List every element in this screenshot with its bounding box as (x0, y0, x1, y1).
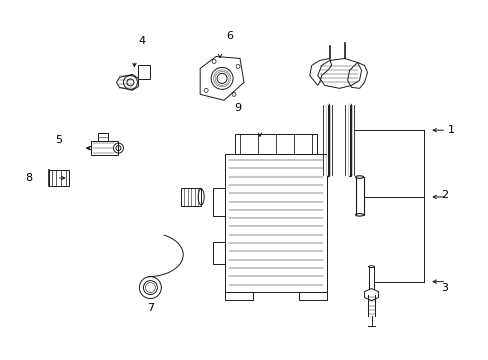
Bar (213, 242, 224, 264)
Text: 2: 2 (440, 190, 447, 200)
Bar (98, 133, 107, 141)
Text: 5: 5 (55, 135, 62, 145)
Bar (224, 292, 252, 300)
Bar (49, 170, 68, 186)
Text: 3: 3 (440, 283, 447, 293)
Bar (90, 141, 118, 155)
Bar (213, 188, 224, 216)
Text: 9: 9 (234, 103, 241, 113)
Bar (235, 134, 316, 154)
Text: 1: 1 (447, 125, 454, 135)
Bar (181, 188, 201, 206)
Text: 6: 6 (226, 31, 233, 41)
Bar (224, 154, 326, 292)
Text: 7: 7 (146, 302, 154, 312)
Bar (298, 292, 326, 300)
Text: 8: 8 (25, 173, 32, 183)
Bar (138, 66, 150, 80)
Text: 4: 4 (139, 36, 145, 46)
